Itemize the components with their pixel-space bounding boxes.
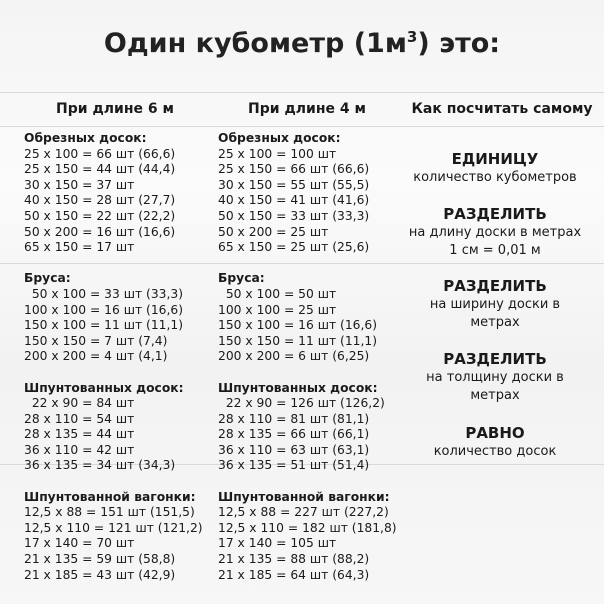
step-equals: РАВНО количество досок <box>400 424 590 461</box>
step-text: метрах <box>470 315 520 330</box>
step-text: на длину доски в метрах <box>408 225 582 240</box>
section-title: Шпунтованных досок: <box>218 380 378 395</box>
section-title: Шпунтованной вагонки: <box>218 489 390 504</box>
section: Бруса: 50 x 100 = 33 шт (33,3) 100 x 100 … <box>24 271 203 365</box>
size-row: 17 x 140 = 105 шт <box>218 536 337 551</box>
size-row: 25 x 150 = 66 шт (66,6) <box>218 162 370 177</box>
title-superscript: 3 <box>406 28 418 46</box>
column-header-6m: При длине 6 м <box>56 101 174 117</box>
title-end: ) это: <box>417 28 501 59</box>
section-title: Обрезных досок: <box>218 131 341 145</box>
section: Обрезных досок: 25 x 100 = 66 шт (66,6) 25… <box>24 131 203 256</box>
section: Шпунтованной вагонки: 12,5 x 88 = 151 шт … <box>24 490 203 584</box>
size-row: 25 x 100 = 66 шт (66,6) <box>24 146 176 161</box>
size-row: 200 x 200 = 6 шт (6,25) <box>218 349 370 364</box>
section: Обрезных досок: 25 x 100 = 100 шт 25 x 150… <box>218 131 397 256</box>
plank-line <box>0 92 604 93</box>
size-row: 30 x 150 = 55 шт (55,5) <box>218 177 370 192</box>
size-row: 40 x 150 = 41 шт (41,6) <box>218 193 370 208</box>
size-row: 12,5 x 110 = 182 шт (181,8) <box>218 520 397 535</box>
size-row: 65 x 150 = 25 шт (25,6) <box>218 240 370 255</box>
size-row: 25 x 150 = 44 шт (44,4) <box>24 162 176 177</box>
size-row: 36 x 135 = 34 шт (34,3) <box>24 458 176 473</box>
step-text: на ширину доски в <box>429 297 561 312</box>
step-text: количество кубометров <box>413 170 577 185</box>
size-row: 17 x 140 = 70 шт <box>24 536 135 551</box>
size-row: 21 x 135 = 59 шт (58,8) <box>24 552 176 567</box>
section-title: Бруса: <box>24 271 71 286</box>
size-row: 150 x 150 = 11 шт (11,1) <box>218 333 378 348</box>
size-row: 50 x 200 = 25 шт <box>218 224 329 239</box>
section: Шпунтованных досок: 22 x 90 = 126 шт (12… <box>218 381 397 475</box>
section-title: Шпунтованной вагонки: <box>24 489 196 504</box>
step-title: РАВНО <box>465 424 525 442</box>
size-row: 36 x 110 = 63 шт (63,1) <box>218 442 370 457</box>
size-row: 28 x 135 = 44 шт <box>24 427 135 442</box>
page-title: Один кубометр (1м3) это: <box>0 28 604 59</box>
size-row: 25 x 100 = 100 шт <box>218 146 337 161</box>
size-row: 50 x 100 = 33 шт (33,3) <box>24 286 184 301</box>
title-text: Один кубометр (1м <box>103 28 407 59</box>
column-6m: Обрезных досок: 25 x 100 = 66 шт (66,6) 25… <box>24 131 203 599</box>
size-row: 12,5 x 88 = 227 шт (227,2) <box>218 505 389 520</box>
size-row: 40 x 150 = 28 шт (27,7) <box>24 193 176 208</box>
column-header-4m: При длине 4 м <box>248 101 366 117</box>
step-text: количество досок <box>433 444 557 459</box>
step-text: 1 см = 0,01 м <box>449 243 541 258</box>
size-row: 28 x 110 = 54 шт <box>24 411 135 426</box>
size-row: 100 x 100 = 25 шт <box>218 302 337 317</box>
size-row: 21 x 185 = 43 шт (42,9) <box>24 567 176 582</box>
size-row: 12,5 x 88 = 151 шт (151,5) <box>24 505 195 520</box>
section-title: Бруса: <box>218 271 265 286</box>
section: Бруса: 50 x 100 = 50 шт 100 x 100 = 25 шт… <box>218 271 397 365</box>
size-row: 50 x 100 = 50 шт <box>218 286 337 301</box>
plank-line <box>0 126 604 127</box>
plank-line <box>0 263 604 264</box>
step-divide-thickness: РАЗДЕЛИТЬ на толщину доски в метрах <box>400 350 590 405</box>
step-text: метрах <box>470 388 520 403</box>
section-title: Шпунтованных досок: <box>24 380 184 395</box>
size-row: 28 x 110 = 81 шт (81,1) <box>218 411 370 426</box>
size-row: 50 x 200 = 16 шт (16,6) <box>24 224 176 239</box>
size-row: 200 x 200 = 4 шт (4,1) <box>24 349 168 364</box>
size-row: 65 x 150 = 17 шт <box>24 240 135 255</box>
size-row: 50 x 150 = 33 шт (33,3) <box>218 208 370 223</box>
step-text: на толщину доски в <box>426 370 564 385</box>
plank-line <box>0 464 604 465</box>
step-title: РАЗДЕЛИТЬ <box>443 277 547 295</box>
section: Шпунтованных досок: 22 x 90 = 84 шт 28 x … <box>24 381 203 475</box>
size-row: 150 x 100 = 16 шт (16,6) <box>218 318 378 333</box>
size-row: 36 x 135 = 51 шт (51,4) <box>218 458 370 473</box>
size-row: 150 x 100 = 11 шт (11,1) <box>24 318 184 333</box>
step-title: РАЗДЕЛИТЬ <box>443 205 547 223</box>
column-4m: Обрезных досок: 25 x 100 = 100 шт 25 x 150… <box>218 131 397 599</box>
size-row: 22 x 90 = 126 шт (126,2) <box>218 396 385 411</box>
step-unit: ЕДИНИЦУ количество кубометров <box>400 150 590 187</box>
step-title: ЕДИНИЦУ <box>451 150 539 168</box>
size-row: 28 x 135 = 66 шт (66,1) <box>218 427 370 442</box>
size-row: 50 x 150 = 22 шт (22,2) <box>24 208 176 223</box>
size-row: 36 x 110 = 42 шт <box>24 442 135 457</box>
section-title: Обрезных досок: <box>24 131 147 145</box>
size-row: 21 x 185 = 64 шт (64,3) <box>218 567 370 582</box>
step-divide-length: РАЗДЕЛИТЬ на длину доски в метрах 1 см = 0… <box>400 205 590 260</box>
size-row: 150 x 150 = 7 шт (7,4) <box>24 333 168 348</box>
step-title: РАЗДЕЛИТЬ <box>443 350 547 368</box>
size-row: 100 x 100 = 16 шт (16,6) <box>24 302 184 317</box>
size-row: 12,5 x 110 = 121 шт (121,2) <box>24 520 203 535</box>
section: Шпунтованной вагонки: 12,5 x 88 = 227 шт … <box>218 490 397 584</box>
size-row: 22 x 90 = 84 шт <box>24 396 135 411</box>
column-header-howto: Как посчитать самому <box>411 101 593 117</box>
size-row: 21 x 135 = 88 шт (88,2) <box>218 552 370 567</box>
size-row: 30 x 150 = 37 шт <box>24 177 135 192</box>
step-divide-width: РАЗДЕЛИТЬ на ширину доски в метрах <box>400 277 590 332</box>
